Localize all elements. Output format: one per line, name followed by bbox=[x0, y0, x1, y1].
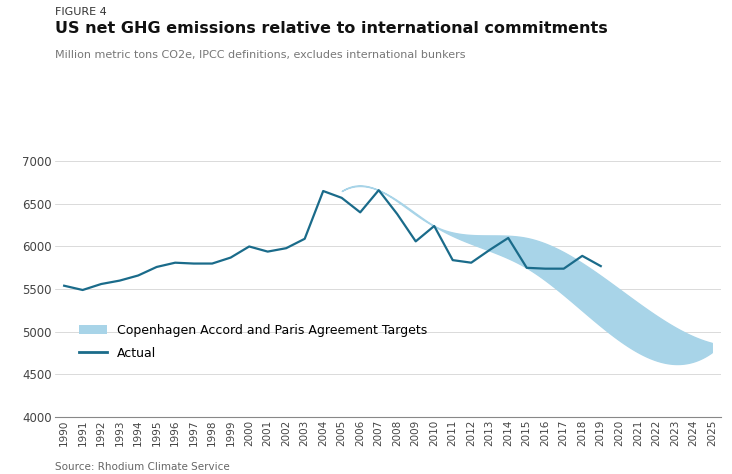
Text: Source: Rhodium Climate Service: Source: Rhodium Climate Service bbox=[55, 462, 230, 472]
Text: FIGURE 4: FIGURE 4 bbox=[55, 7, 107, 17]
Text: Million metric tons CO2e, IPCC definitions, excludes international bunkers: Million metric tons CO2e, IPCC definitio… bbox=[55, 50, 466, 60]
Legend: Copenhagen Accord and Paris Agreement Targets, Actual: Copenhagen Accord and Paris Agreement Ta… bbox=[75, 319, 432, 365]
Text: US net GHG emissions relative to international commitments: US net GHG emissions relative to interna… bbox=[55, 21, 608, 36]
